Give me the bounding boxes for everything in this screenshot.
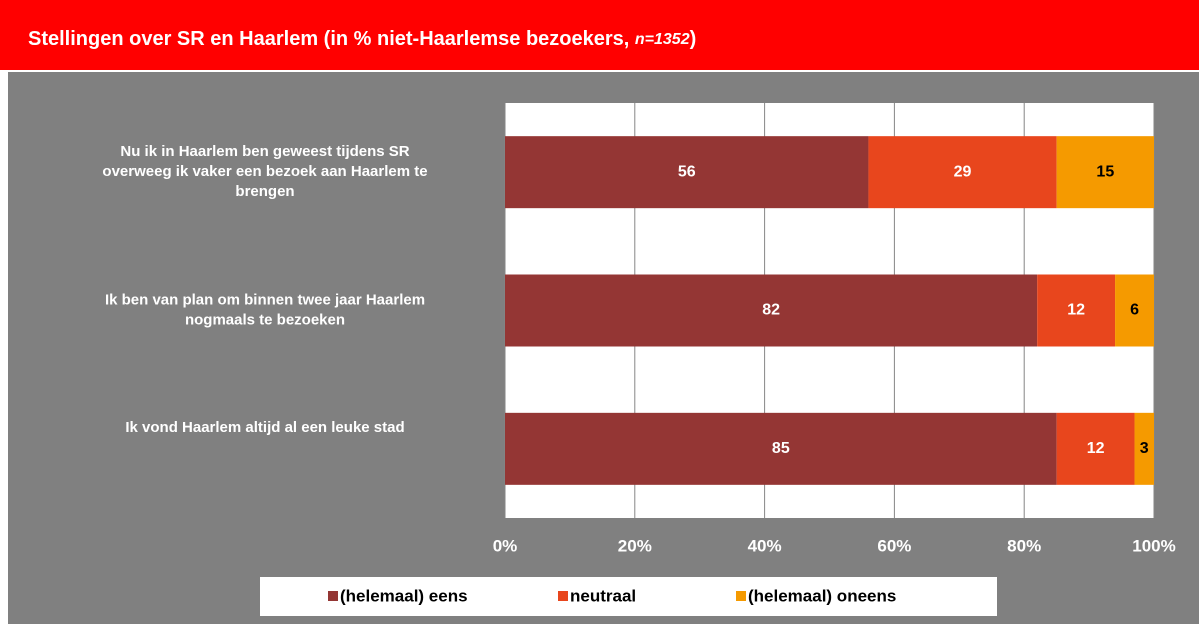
bar-segment	[505, 136, 869, 209]
title-end: )	[690, 28, 697, 50]
data-label: 3	[1140, 440, 1149, 457]
y-tick-label: overweeg ik vaker een bezoek aan Haarlem…	[102, 163, 427, 180]
header-bar	[0, 0, 1199, 70]
x-tick-label: 0%	[493, 536, 518, 555]
legend-box	[260, 577, 997, 616]
title-sample: n=1352	[635, 31, 690, 48]
x-tick-label: 20%	[618, 536, 652, 555]
title-text: Stellingen over SR en Haarlem (in % niet…	[28, 28, 635, 50]
data-label: 56	[678, 163, 696, 180]
data-label: 12	[1087, 440, 1105, 457]
data-label: 6	[1130, 302, 1139, 319]
data-label: 12	[1067, 302, 1085, 319]
bar-segment	[1056, 412, 1135, 485]
x-tick-label: 60%	[877, 536, 911, 555]
legend-swatch	[328, 591, 338, 601]
y-tick-label: Ik vond Haarlem altijd al een leuke stad	[125, 419, 404, 436]
legend-swatch	[558, 591, 568, 601]
bar-segment	[1056, 136, 1154, 209]
data-label: 15	[1096, 163, 1114, 180]
y-tick-label: Nu ik in Haarlem ben geweest tijdens SR	[120, 143, 409, 160]
data-label: 85	[772, 440, 790, 457]
y-tick-label: Ik ben van plan om binnen twee jaar Haar…	[105, 291, 425, 308]
bar-segment	[1134, 412, 1154, 485]
data-label: 82	[762, 302, 780, 319]
legend-label: (helemaal) oneens	[748, 586, 896, 605]
y-tick-label: nogmaals te bezoeken	[185, 311, 345, 328]
x-tick-label: 100%	[1132, 536, 1175, 555]
bar-segment	[868, 136, 1057, 209]
bar-segment	[1115, 274, 1154, 347]
legend-label: neutraal	[570, 586, 636, 605]
legend-swatch	[736, 591, 746, 601]
bar-segment	[505, 412, 1057, 485]
x-tick-label: 80%	[1007, 536, 1041, 555]
chart-title: Stellingen over SR en Haarlem (in % niet…	[28, 28, 696, 50]
legend-label: (helemaal) eens	[340, 586, 468, 605]
bar-segment	[1037, 274, 1116, 347]
data-label: 29	[954, 163, 972, 180]
bar-segment	[505, 274, 1038, 347]
x-tick-label: 40%	[748, 536, 782, 555]
y-tick-label: brengen	[235, 183, 294, 200]
